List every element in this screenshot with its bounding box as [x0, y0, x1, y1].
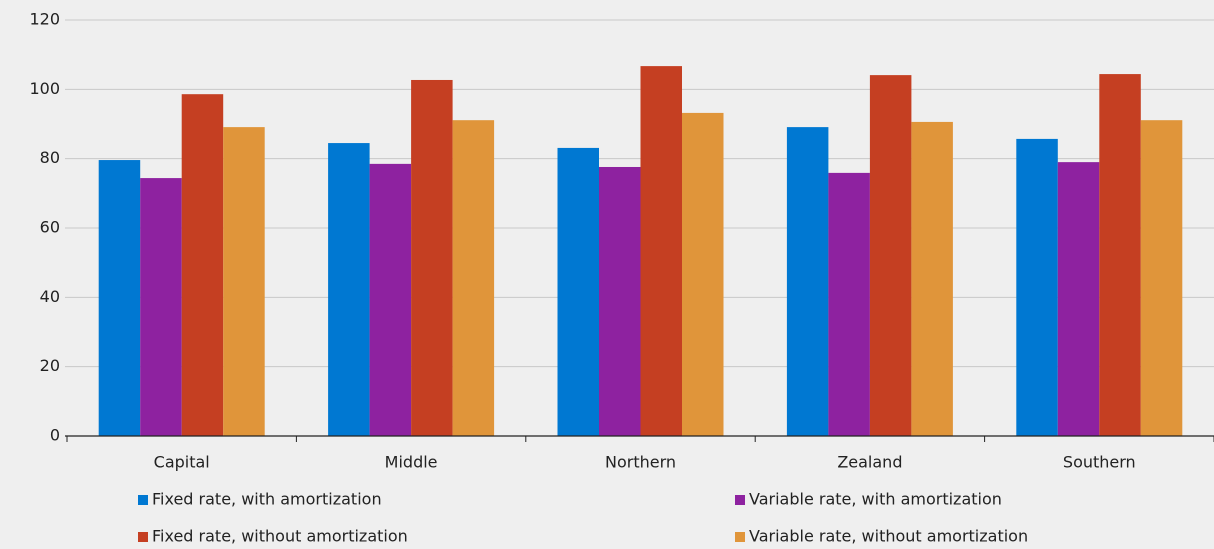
bar	[682, 112, 724, 436]
bar	[1099, 74, 1141, 436]
legend-label: Fixed rate, with amortization	[152, 490, 382, 509]
bar	[828, 172, 870, 436]
bar	[223, 127, 265, 437]
bar	[640, 66, 682, 437]
bar	[786, 127, 829, 437]
bar	[1057, 162, 1100, 436]
legend-label: Variable rate, without amortization	[749, 527, 1028, 546]
bar	[1140, 120, 1183, 436]
bar	[98, 160, 141, 436]
x-tick-label: Middle	[385, 453, 438, 472]
y-tick-label: 100	[29, 79, 60, 98]
bar	[369, 163, 412, 436]
y-tick-label: 0	[50, 426, 60, 445]
bar	[181, 94, 224, 436]
legend-label: Variable rate, with amortization	[749, 490, 1002, 509]
y-tick-label: 20	[40, 356, 60, 375]
bar	[452, 120, 495, 436]
y-tick-label: 60	[40, 218, 60, 237]
legend-swatch	[735, 532, 745, 542]
y-tick-label: 120	[29, 10, 60, 29]
x-tick-label: Zealand	[837, 453, 902, 472]
bar	[599, 166, 641, 436]
x-tick-label: Southern	[1063, 453, 1136, 472]
legend-label: Fixed rate, without amortization	[152, 527, 408, 546]
y-tick-label: 40	[40, 287, 60, 306]
bar	[328, 143, 370, 437]
y-tick-label: 80	[40, 148, 60, 167]
bar	[557, 147, 599, 437]
legend-swatch	[138, 495, 148, 505]
bar	[140, 178, 182, 436]
legend-swatch	[138, 532, 148, 542]
bar	[911, 121, 953, 437]
bar	[1016, 138, 1058, 436]
legend-swatch	[735, 495, 745, 505]
bar	[869, 75, 912, 437]
x-tick-label: Capital	[154, 453, 210, 472]
bar	[411, 79, 453, 437]
x-tick-label: Northern	[605, 453, 676, 472]
